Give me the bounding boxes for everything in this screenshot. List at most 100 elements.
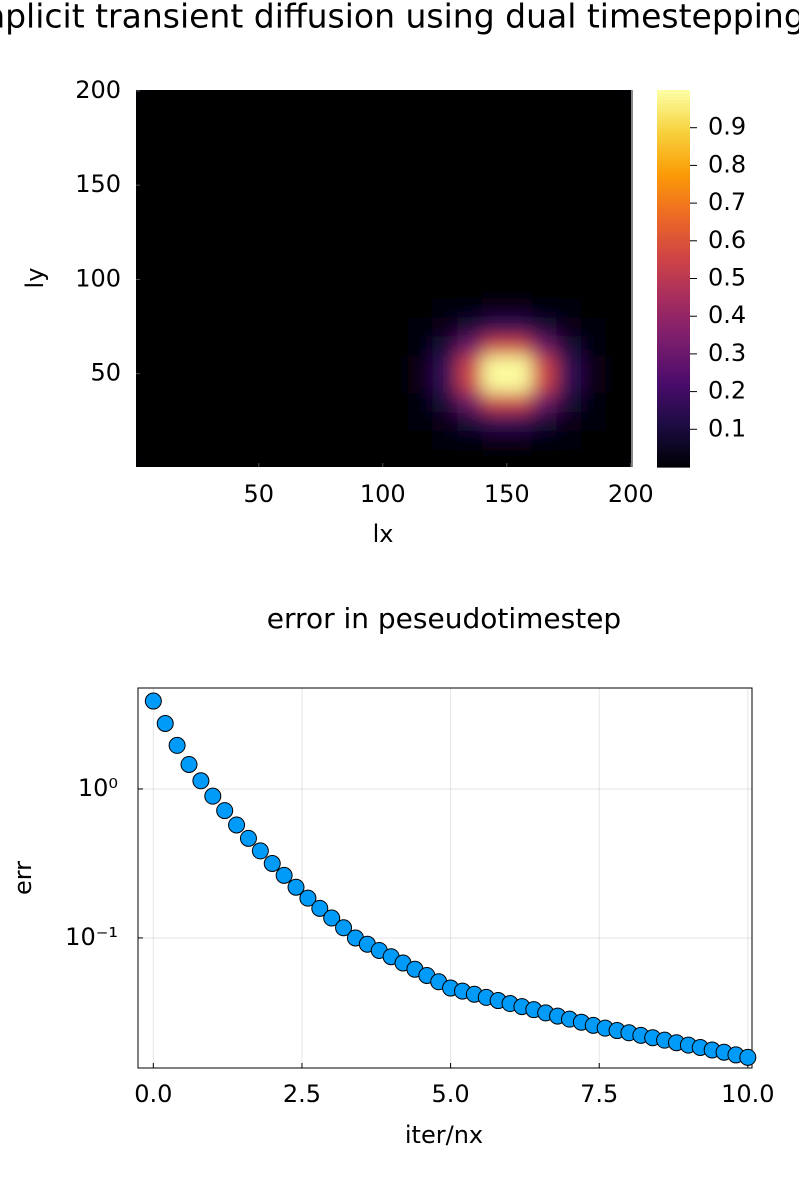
colorbar-swatch [657, 438, 690, 443]
colorbar-swatch [657, 353, 690, 358]
heatmap-cell [605, 147, 632, 167]
heatmap-cell [333, 298, 359, 318]
colorbar-swatch [657, 331, 690, 336]
colorbar-swatch [657, 291, 690, 295]
heatmap-cell [136, 241, 161, 262]
colorbar-swatch [657, 146, 690, 151]
heatmap-cell [209, 449, 235, 467]
heatmap-cell [283, 166, 309, 186]
heatmap-cell [432, 128, 458, 148]
heatmap-cell [605, 411, 632, 431]
heatmap-cell [581, 449, 607, 467]
heatmap-cell [258, 298, 285, 318]
colorbar-swatch [657, 115, 690, 119]
y-tick-label: 10⁰ [78, 774, 118, 802]
data-point [216, 802, 234, 820]
colorbar-swatch [657, 429, 690, 434]
heatmap-cell [531, 90, 557, 111]
heatmap-cell [333, 204, 359, 224]
colorbar-swatch [657, 366, 690, 371]
heatmap-cell [258, 335, 285, 356]
heatmap-cell [432, 204, 458, 224]
heatmap-cell [457, 222, 483, 243]
heatmap-cell [333, 354, 359, 375]
heatmap-cell [531, 335, 557, 356]
colorbar-swatch [657, 199, 690, 204]
heatmap-cell [432, 109, 458, 130]
heatmap-cell [382, 241, 409, 262]
heatmap-cell [159, 166, 185, 186]
heatmap-cell [283, 185, 309, 205]
colorbar-swatch [657, 127, 690, 132]
colorbar-swatch [657, 130, 690, 135]
heatmap-cell [308, 411, 334, 431]
heatmap-cell [184, 166, 210, 186]
colorbar-swatch [657, 105, 690, 110]
heatmap-cell [333, 109, 359, 130]
heatmap-cell [333, 185, 359, 205]
heatmap-cell [382, 128, 409, 148]
heatmap-cell [556, 147, 582, 167]
heatmap-cell [556, 241, 582, 262]
heatmap-cell [159, 260, 185, 280]
heatmap-cell [233, 109, 260, 130]
colorbar-swatch [657, 225, 690, 229]
heatmap-cell [605, 449, 632, 467]
heatmap-cell [283, 430, 309, 450]
colorbar-swatch [657, 325, 690, 330]
heatmap-cell [481, 317, 508, 337]
colorbar-swatch [657, 124, 690, 129]
colorbar-swatch [657, 177, 690, 182]
heatmap-cell [258, 90, 285, 111]
heatmap-cell [457, 90, 483, 111]
heatmap-cell [308, 222, 334, 243]
heatmap-cell [308, 166, 334, 186]
colorbar-swatch [657, 306, 690, 311]
data-point [180, 755, 198, 773]
heatmap-cell [333, 335, 359, 356]
heatmap-cell [531, 128, 557, 148]
heatmap-cell [333, 147, 359, 167]
heatmap-cell [233, 90, 260, 111]
heatmap-cell [457, 260, 483, 280]
heatmap-cell [159, 128, 185, 148]
heatmap-cell [136, 373, 161, 394]
colorbar-swatch [657, 369, 690, 374]
colorbar-tick-label: 0.5 [708, 264, 746, 292]
colorbar-swatch [657, 159, 690, 163]
heatmap-cell [258, 166, 285, 186]
colorbar-swatch [657, 419, 690, 424]
heatmap-cell [506, 354, 533, 375]
heatmap-cells [136, 90, 632, 467]
heatmap-cell [209, 392, 235, 412]
heatmap-cell [432, 411, 458, 431]
heatmap-cell [506, 317, 533, 337]
colorbar-swatch [657, 102, 690, 107]
heatmap-cell [481, 222, 508, 243]
heatmap-cell [184, 260, 210, 280]
heatmap-cell [357, 373, 384, 394]
heatmap-cell [581, 279, 607, 299]
colorbar-swatch [657, 360, 690, 364]
data-point [299, 889, 317, 907]
heatmap-cell [333, 128, 359, 148]
heatmap-cell [581, 185, 607, 205]
x-tick-label: 2.5 [283, 1080, 321, 1108]
heatmap-cell [209, 298, 235, 318]
colorbar-swatch [657, 407, 690, 412]
heatmap-cell [357, 317, 384, 337]
x-tick-label: 10.0 [721, 1080, 774, 1108]
colorbar-swatch [657, 391, 690, 396]
heatmap-cell [184, 317, 210, 337]
x-axis-label: lx [373, 520, 394, 548]
heatmap-cell [481, 241, 508, 262]
heatmap-cell [209, 204, 235, 224]
colorbar-tick-label: 0.9 [708, 113, 746, 141]
colorbar-swatch [657, 237, 690, 242]
heatmap-cell [605, 109, 632, 130]
y-axis-label: err [9, 861, 37, 895]
heatmap-cell [407, 335, 433, 356]
heatmap-cell [556, 335, 582, 356]
colorbar-swatch [657, 215, 690, 220]
heatmap-cell [184, 90, 210, 111]
